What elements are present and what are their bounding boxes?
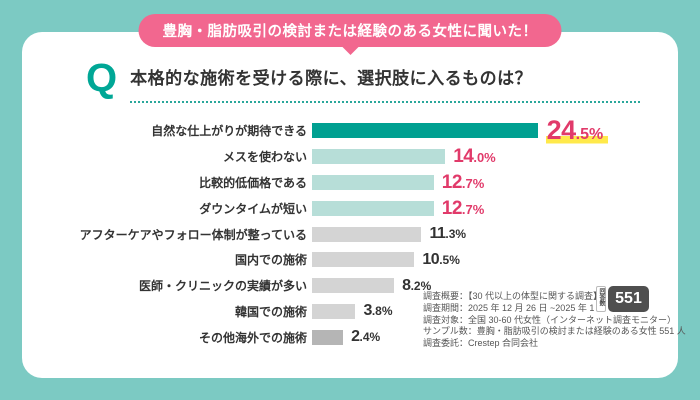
value-label: 12.7% xyxy=(441,171,485,193)
respondents-count: 551 xyxy=(608,286,649,312)
bar-area: 12.7% xyxy=(312,199,660,218)
bar xyxy=(312,174,434,190)
category-label: アフターケアやフォロー体制が整っている xyxy=(79,227,307,242)
question-underline: 本格的な施術を受ける際に、選択肢に入るものは？ xyxy=(130,58,640,103)
footnote-line: サンプル数：豊胸・脂肪吸引の検討または経験のある女性 551 人 xyxy=(423,326,686,337)
value-label: 2.4% xyxy=(351,328,381,346)
survey-footnote-lines: 調査概要：【30 代以上の体型に関する調査】 調査期間：2025 年 12 月 2… xyxy=(423,291,686,350)
question-text: 本格的な施術を受ける際に、選択肢に入るものは？ xyxy=(130,69,533,88)
category-label: 国内での施術 xyxy=(234,253,307,268)
bar xyxy=(312,252,415,268)
footnote-line: 調査期間：2025 年 12 月 26 日 ~2025 年 1 月 6 日 xyxy=(423,302,625,313)
value-label: 8.2% xyxy=(402,276,432,294)
bar-chart: 自然な仕上がりが期待できる 24.5% メスを使わない 14.0% 比較的低価格である 1… xyxy=(40,116,660,350)
bar xyxy=(312,226,422,242)
bar-area: 2.4% xyxy=(312,329,660,345)
chart-row: 比較的低価格である 12.7% xyxy=(40,170,660,196)
value-label: 10.5% xyxy=(422,250,460,268)
question-heading: Q 本格的な施術を受ける際に、選択肢に入るものは？ xyxy=(86,58,640,103)
respondents-badge-label: 回答数 xyxy=(596,286,606,312)
chart-row: メスを使わない 14.0% xyxy=(40,144,660,170)
bar xyxy=(312,123,538,139)
bar xyxy=(312,200,434,216)
bar-area: 8.2% xyxy=(312,276,660,294)
bar xyxy=(312,329,344,345)
category-label: メスを使わない xyxy=(222,150,307,165)
category-label: 医師・クリニックの実績が多い xyxy=(138,279,307,294)
bar-area: 3.8% xyxy=(312,303,660,319)
footnote-line: 調査対象：全国 30-60 代女性（インターネット調査モニター） xyxy=(423,314,677,325)
value-label: 12.7% xyxy=(441,197,485,219)
chart-row: 国内での施術 10.5% xyxy=(40,247,660,273)
bar-area: 11.3% xyxy=(312,226,660,242)
category-label: 韓国での施術 xyxy=(234,304,307,319)
survey-target-ribbon: 豊胸・脂肪吸引の検討または経験のある女性に聞いた！ xyxy=(138,14,562,55)
ribbon-pointer-triangle xyxy=(341,46,359,55)
value-label: 3.8% xyxy=(363,302,393,320)
bar-area: 14.0% xyxy=(312,147,660,166)
footnote-line: 調査概要：【30 代以上の体型に関する調査】 xyxy=(423,291,603,301)
bar-area: 12.7% xyxy=(312,173,660,192)
survey-target-ribbon-label: 豊胸・脂肪吸引の検討または経験のある女性に聞いた！ xyxy=(162,24,538,40)
survey-footnote: 調査概要：【30 代以上の体型に関する調査】 調査期間：2025 年 12 月 2… xyxy=(423,286,686,350)
chart-row: その他海外での施術 2.4% xyxy=(40,324,660,350)
content-card: Q 本格的な施術を受ける際に、選択肢に入るものは？ 自然な仕上がりが期待できる 2… xyxy=(22,32,686,378)
category-label: 比較的低価格である xyxy=(199,175,307,190)
bar xyxy=(312,303,356,319)
q-mark: Q xyxy=(86,56,118,100)
bar xyxy=(312,278,395,294)
bar-area: 10.5% xyxy=(312,250,660,268)
value-label: 11.3% xyxy=(429,225,467,243)
respondents-badge: 回答数 551 xyxy=(596,286,649,312)
chart-row: 医師・クリニックの実績が多い 8.2% xyxy=(40,273,660,299)
category-label: ダウンタイムが短い xyxy=(199,201,307,216)
bar xyxy=(312,149,446,165)
chart-row: 韓国での施術 3.8% xyxy=(40,299,660,325)
category-label: その他海外での施術 xyxy=(198,330,307,345)
footnote-line: 調査委託：Crestep 合同会社 xyxy=(423,338,539,349)
value-label: 24.5% xyxy=(545,116,609,145)
bar-area: 24.5% xyxy=(312,116,660,145)
chart-row: 自然な仕上がりが期待できる 24.5% xyxy=(40,116,660,145)
chart-row: アフターケアやフォロー体制が整っている 11.3% xyxy=(40,221,660,247)
category-label: 自然な仕上がりが期待できる xyxy=(151,124,307,139)
chart-row: ダウンタイムが短い 12.7% xyxy=(40,195,660,221)
value-label: 14.0% xyxy=(453,146,496,168)
